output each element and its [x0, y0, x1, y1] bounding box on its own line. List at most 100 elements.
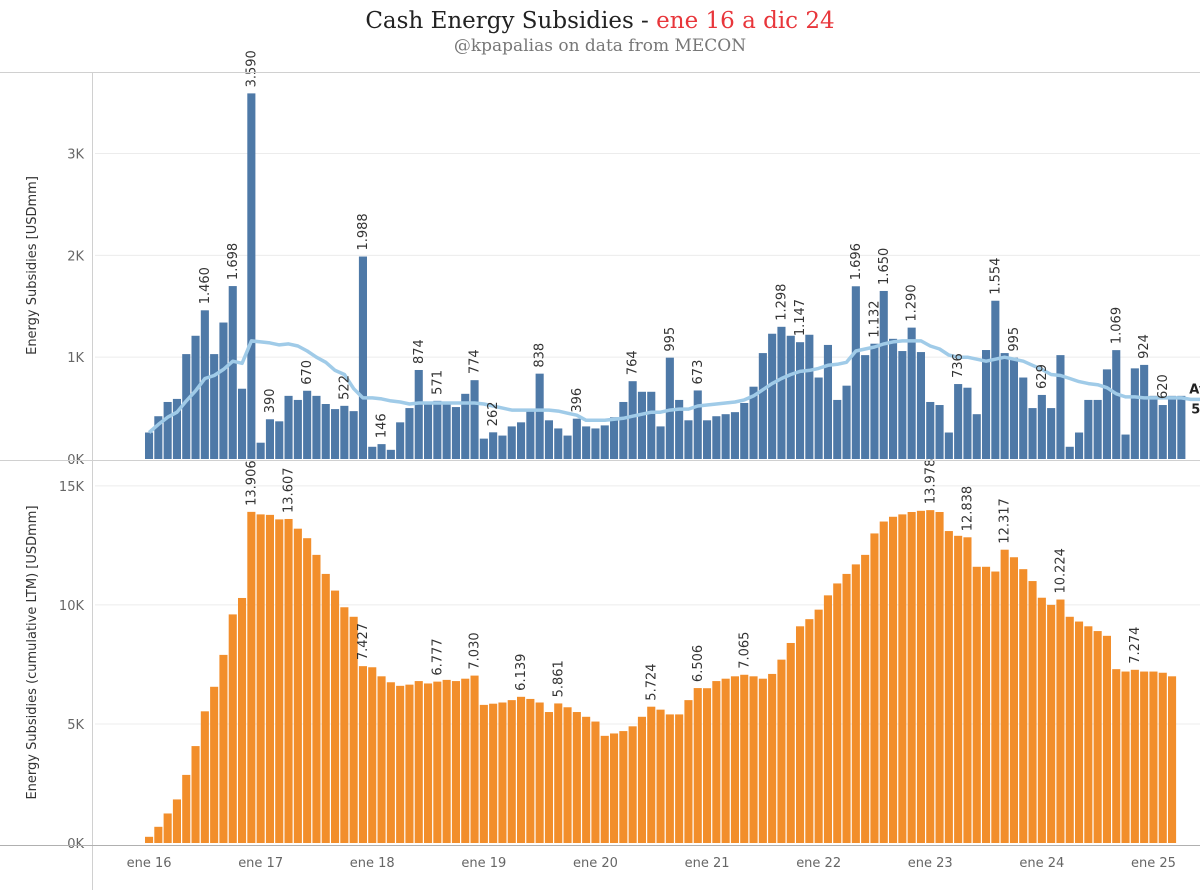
- top-data-label: 1.696: [849, 243, 864, 280]
- bottom-bar: [182, 774, 191, 843]
- bottom-bar: [275, 519, 284, 843]
- bottom-bar: [768, 673, 777, 843]
- top-bar: [424, 401, 433, 459]
- bottom-bar: [284, 518, 293, 843]
- chart-subtitle: @kpapalias on data from MECON: [453, 36, 747, 56]
- top-y-tick-label: 1K: [67, 351, 84, 366]
- top-bar: [823, 344, 832, 459]
- top-bar: [386, 449, 395, 459]
- top-bar: [405, 408, 414, 459]
- bottom-bar: [1130, 669, 1139, 843]
- bottom-bar: [544, 712, 553, 843]
- top-bar: [154, 416, 163, 459]
- top-bar: [861, 355, 870, 459]
- bottom-data-label: 6.506: [691, 645, 706, 682]
- top-y-tick-label: 3K: [67, 147, 84, 162]
- top-data-label: 396: [570, 388, 585, 413]
- bottom-bar: [238, 597, 247, 843]
- bottom-bar: [861, 554, 870, 843]
- bottom-data-label: 10.224: [1053, 548, 1068, 594]
- bottom-bar: [1065, 616, 1074, 843]
- bottom-bar: [163, 813, 172, 843]
- top-data-label: 1.650: [877, 248, 892, 285]
- bottom-data-label: 12.838: [960, 486, 975, 532]
- bottom-y-axis-title: Energy Subsidies (cumulative LTM) [USDmm…: [25, 505, 40, 799]
- top-bar: [340, 405, 349, 459]
- top-bar: [665, 357, 674, 459]
- x-tick-label: ene 21: [685, 856, 730, 871]
- bottom-bar: [321, 573, 330, 843]
- bottom-data-label: 6.777: [430, 638, 445, 675]
- bottom-data-label: 13.906: [244, 460, 259, 506]
- top-bar: [256, 442, 265, 459]
- bottom-bar: [842, 573, 851, 843]
- top-bar: [842, 385, 851, 459]
- bottom-bar: [1084, 626, 1093, 843]
- bottom-bar: [889, 516, 898, 843]
- bottom-bar: [479, 704, 488, 843]
- top-bar: [1149, 395, 1158, 459]
- x-tick-label: ene 22: [796, 856, 841, 871]
- x-axis: ene 16 ene 17 ene 18 ene 19 ene 20 ene 21 ene …: [0, 72, 1200, 890]
- top-y-tick-label: 2K: [67, 249, 84, 264]
- top-bar: [805, 334, 814, 459]
- top-bar: [684, 420, 693, 459]
- top-bar: [870, 343, 879, 459]
- x-tick-label: ene 17: [238, 856, 283, 871]
- top-data-label: 629: [1035, 364, 1050, 389]
- bottom-bar: [684, 700, 693, 843]
- top-bar: [833, 399, 842, 459]
- top-bar: [768, 333, 777, 459]
- top-bar: [1037, 394, 1046, 459]
- top-data-label: 736: [951, 353, 966, 378]
- bottom-bar: [368, 667, 377, 843]
- top-bar: [619, 401, 628, 459]
- top-data-label: 924: [1137, 334, 1152, 359]
- top-bar: [647, 391, 656, 459]
- top-data-label: 1.554: [988, 258, 1003, 295]
- top-bar: [554, 428, 563, 459]
- bottom-data-label: 13.607: [282, 467, 297, 513]
- top-bar: [563, 435, 572, 459]
- chart-title: Cash Energy Subsidies - ene 16 a dic 24: [0, 8, 1200, 34]
- top-data-label: 673: [691, 360, 706, 385]
- top-bar: [312, 395, 321, 459]
- top-bar: [1121, 434, 1130, 459]
- chart-title-block: Cash Energy Subsidies - ene 16 a dic 24 …: [0, 8, 1200, 56]
- top-bar: [219, 322, 228, 459]
- bottom-bar: [442, 679, 451, 843]
- top-data-label: 995: [1007, 327, 1022, 352]
- top-data-label: 1.069: [1109, 307, 1124, 344]
- top-bar: [1130, 368, 1139, 459]
- bottom-bar: [703, 688, 712, 843]
- bottom-bar: [1112, 669, 1121, 843]
- bottom-bar: [1121, 671, 1130, 843]
- bottom-bar: [554, 703, 563, 843]
- top-bar: [796, 342, 805, 459]
- top-bar: [963, 387, 972, 459]
- top-data-label: 390: [263, 388, 278, 413]
- top-bar: [507, 426, 516, 459]
- top-data-label: 146: [375, 413, 390, 438]
- bottom-bar: [247, 511, 256, 843]
- bottom-bar: [1158, 672, 1167, 843]
- bottom-bar: [963, 537, 972, 843]
- top-bar: [182, 354, 191, 459]
- bottom-bar: [637, 716, 646, 843]
- bottom-bar: [1037, 597, 1046, 843]
- bottom-bar: [600, 735, 609, 843]
- bottom-bar: [386, 682, 395, 843]
- bottom-bar: [786, 642, 795, 843]
- top-bar: [954, 384, 963, 459]
- top-bar: [321, 404, 330, 459]
- bottom-bar: [1093, 631, 1102, 843]
- bottom-bar: [563, 707, 572, 843]
- x-tick-label: ene 23: [908, 856, 953, 871]
- bottom-bar: [414, 681, 423, 843]
- top-bar: [163, 401, 172, 459]
- bottom-bar: [749, 676, 758, 843]
- top-bar: [442, 404, 451, 459]
- top-bar: [238, 388, 247, 459]
- top-bar: [414, 369, 423, 459]
